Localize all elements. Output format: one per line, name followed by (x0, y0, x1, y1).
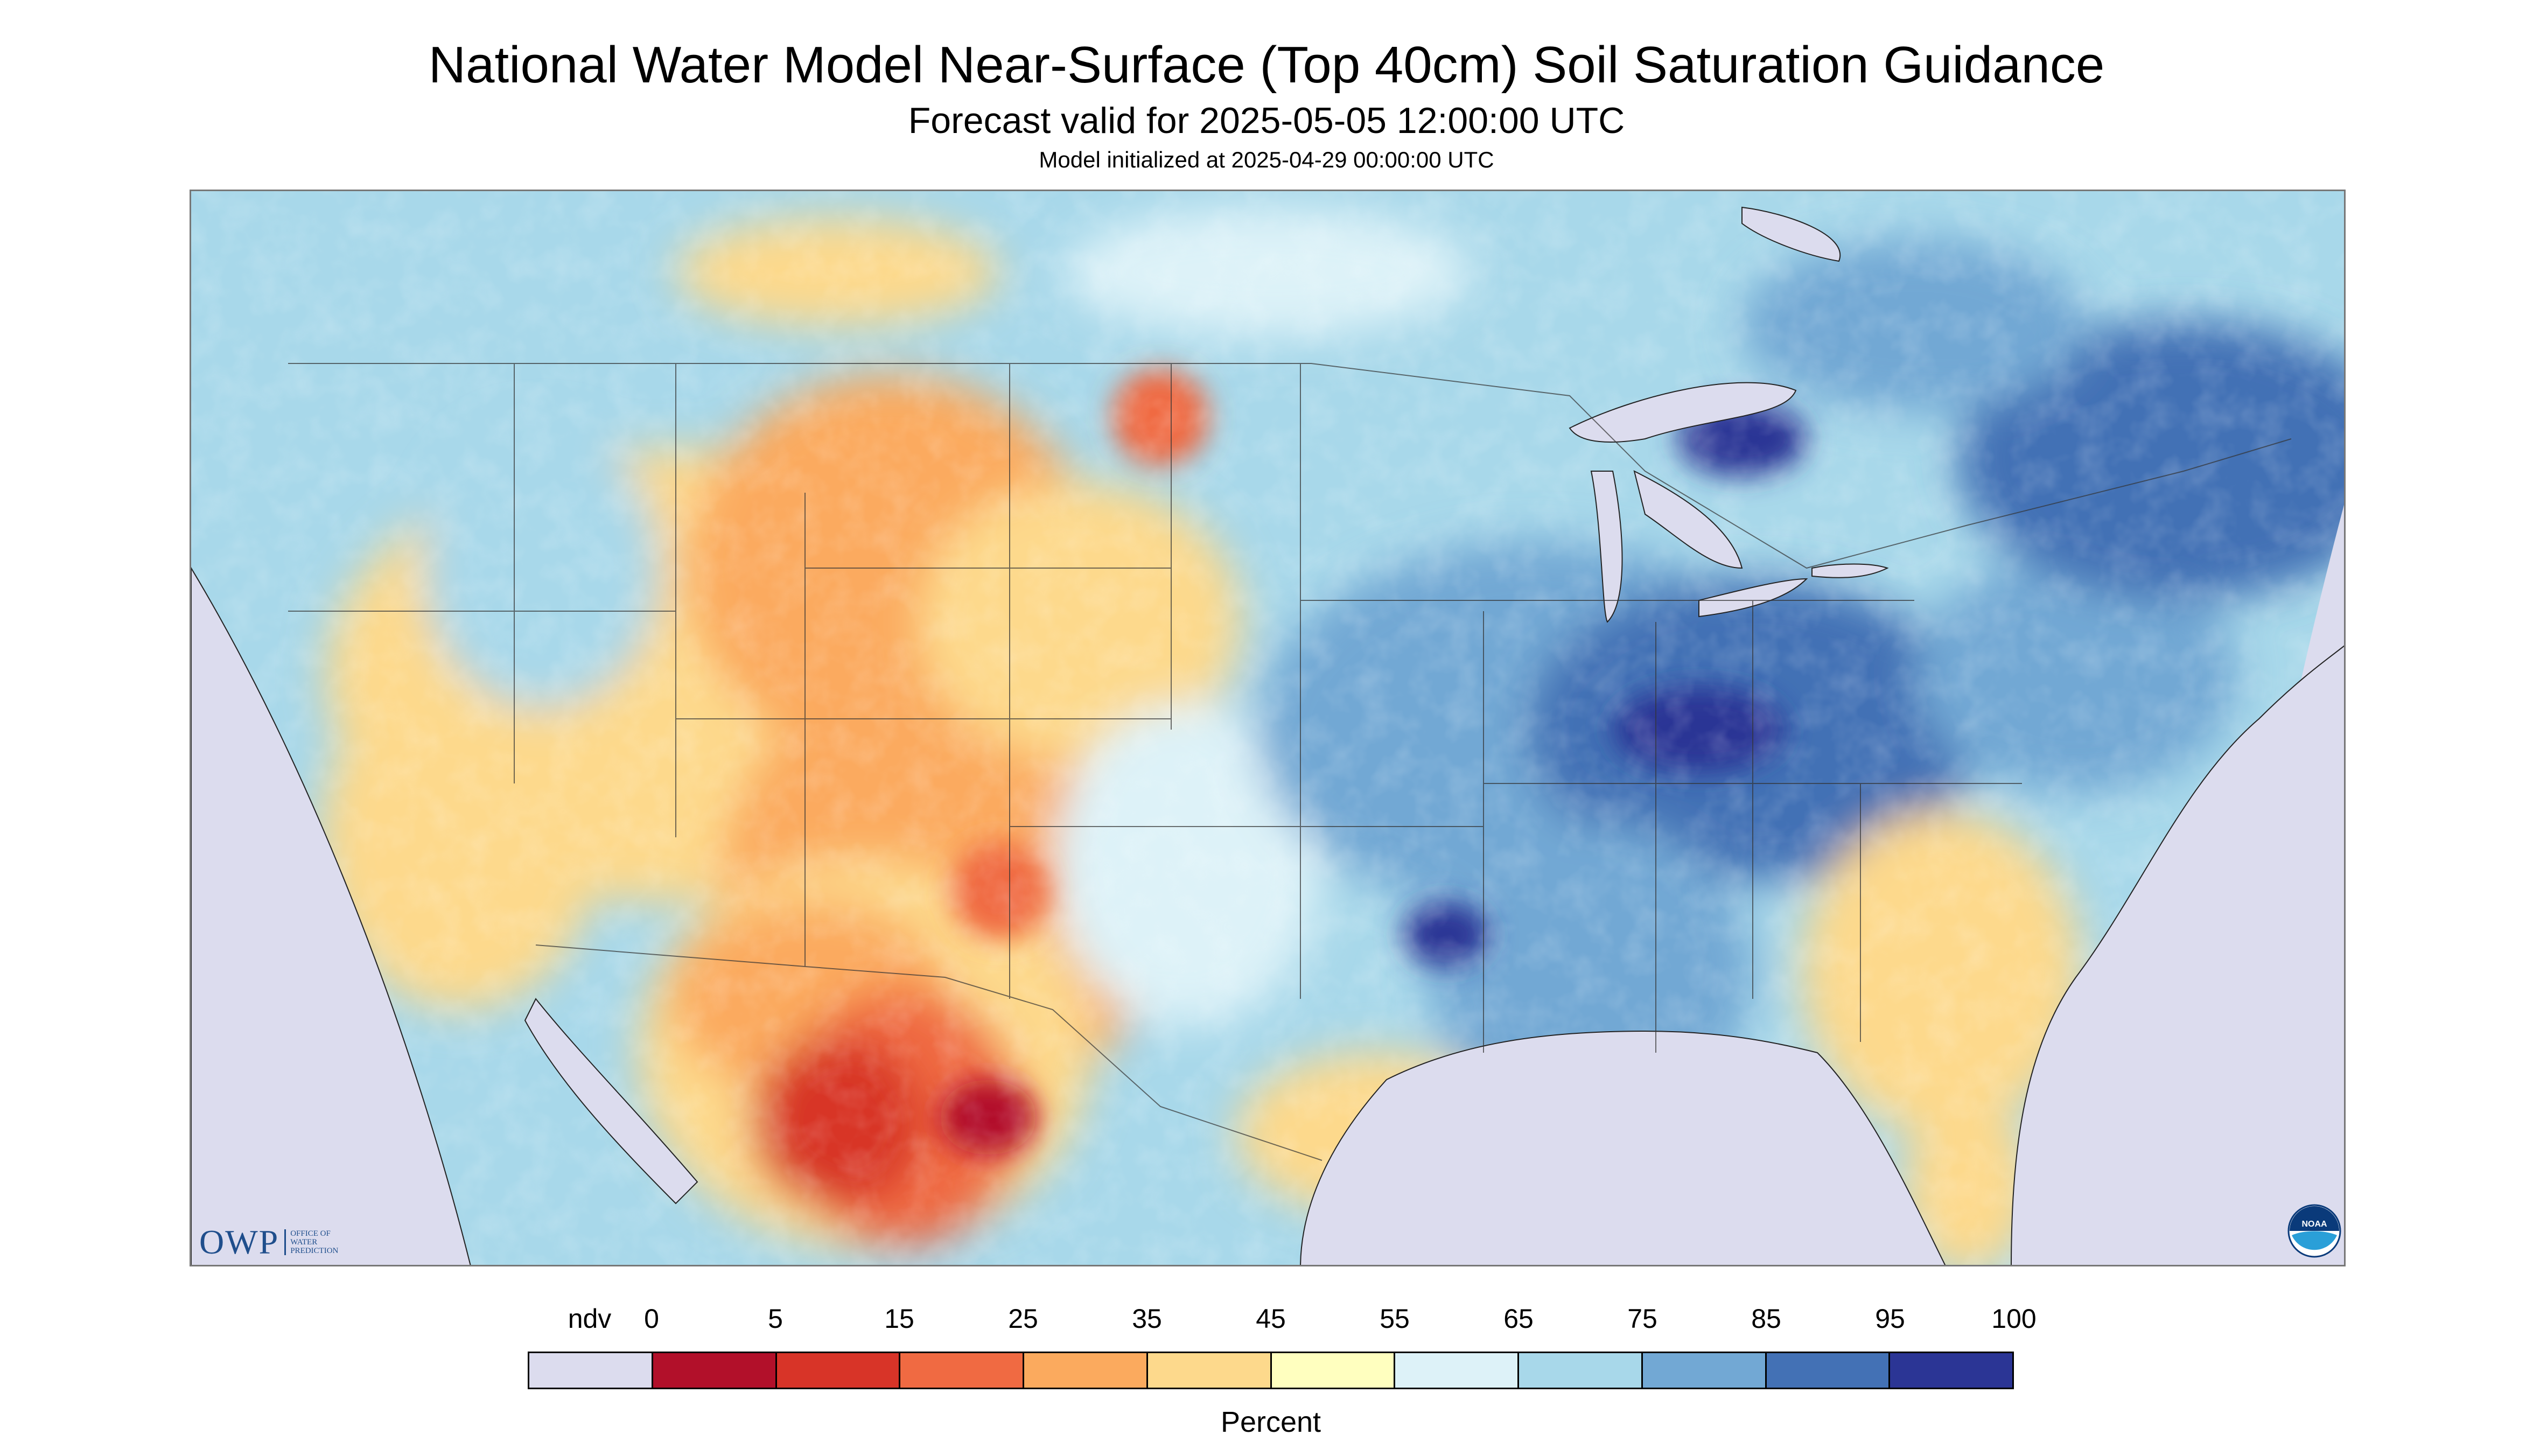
legend-swatch (900, 1353, 1024, 1388)
legend-swatch (1890, 1353, 2012, 1388)
owp-name-line-3: PREDICTION (290, 1247, 339, 1255)
owp-mark: OWP (199, 1223, 279, 1261)
legend-tick-label: 35 (1132, 1304, 1162, 1334)
legend-swatch (1147, 1353, 1272, 1388)
legend-tick-label: 65 (1503, 1304, 1534, 1334)
owp-name-line-2: WATER (290, 1238, 318, 1247)
legend-tick-label: 15 (884, 1304, 914, 1334)
canada-us-border (288, 363, 2292, 569)
owp-name: OFFICE OF WATER PREDICTION (284, 1229, 338, 1255)
legend-swatch (1024, 1353, 1148, 1388)
gulf-of-california (524, 998, 698, 1205)
legend-tick-label: 25 (1008, 1304, 1038, 1334)
legend-swatch (776, 1353, 901, 1388)
legend-tick-label: 95 (1875, 1304, 1905, 1334)
color-legend: ndv 0 5 15 25 35 45 55 65 75 85 95 100 Percent (528, 1303, 2037, 1438)
legend-units-label: Percent (1220, 1406, 1321, 1438)
legend-tick-label: 75 (1627, 1304, 1657, 1334)
legend-tick-label: 85 (1751, 1304, 1781, 1334)
lake-erie (1698, 578, 1808, 618)
legend-swatch (1642, 1353, 1767, 1388)
model-initialized-line: Model initialized at 2025-04-29 00:00:00… (1039, 147, 1494, 172)
atlantic-ocean (2011, 645, 2344, 1265)
soil-saturation-map (190, 190, 2346, 1266)
gulf-of-mexico (1300, 1030, 1946, 1265)
legend-swatch (1271, 1353, 1396, 1388)
land-field (191, 191, 2344, 1265)
james-bay (1741, 206, 1841, 262)
lake-michigan (1590, 471, 1623, 623)
owp-name-line-1: OFFICE OF (290, 1229, 331, 1238)
legend-tick-label: 100 (1991, 1304, 2037, 1334)
political-borders (288, 363, 2292, 1161)
water-bodies (191, 206, 2344, 1265)
legend-swatch (1395, 1353, 1519, 1388)
legend-swatch (1519, 1353, 1643, 1388)
noaa-logo-text: NOAA (2301, 1220, 2327, 1229)
legend-swatch (1766, 1353, 1891, 1388)
legend-tick-label: 55 (1380, 1304, 1410, 1334)
mexico-us-border (535, 944, 1323, 1161)
forecast-valid-subtitle: Forecast valid for 2025-05-05 12:00:00 U… (908, 100, 1625, 141)
lake-ontario (1811, 563, 1889, 578)
legend-tick-label: 45 (1256, 1304, 1286, 1334)
legend-swatch (529, 1353, 653, 1388)
pacific-ocean (191, 567, 471, 1265)
legend-colorbar (528, 1352, 2014, 1389)
legend-swatch (653, 1353, 777, 1388)
map-canvas (191, 191, 2344, 1265)
page-title: National Water Model Near-Surface (Top 4… (428, 36, 2105, 94)
noaa-logo-icon: NOAA (2287, 1204, 2341, 1258)
owp-logo: OWP OFFICE OF WATER PREDICTION (199, 1222, 338, 1262)
lake-huron (1633, 470, 1743, 569)
lake-superior (1569, 382, 1797, 443)
title-block: National Water Model Near-Surface (Top 4… (0, 36, 2533, 174)
legend-tick-label: ndv (568, 1304, 612, 1334)
legend-tick-label: 5 (768, 1304, 783, 1334)
legend-tick-label: 0 (644, 1304, 659, 1334)
